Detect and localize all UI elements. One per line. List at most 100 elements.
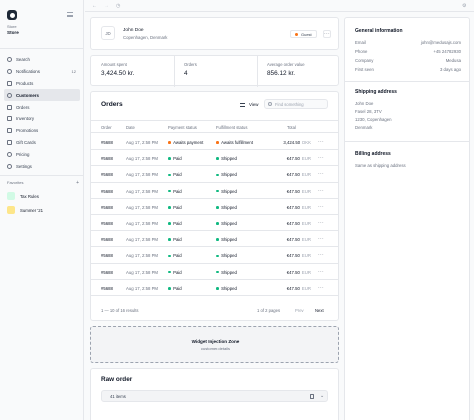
payment-status-label: Paid bbox=[173, 156, 182, 162]
row-actions-button[interactable]: ··· bbox=[318, 236, 324, 243]
row-actions-button[interactable]: ··· bbox=[318, 139, 324, 145]
order-id: #5688 bbox=[101, 156, 113, 162]
sidebar-divider bbox=[0, 48, 84, 49]
pagination: 1 — 10 of 16 results 1 of 2 pages Prev N… bbox=[91, 301, 338, 321]
sidebar-item-settings[interactable]: Settings bbox=[4, 160, 80, 172]
row-actions-button[interactable]: ··· bbox=[318, 203, 324, 210]
row-actions-button[interactable]: ··· bbox=[318, 284, 324, 291]
customer-actions-button[interactable]: ··· bbox=[323, 30, 331, 38]
payment-status-label: Paid bbox=[173, 188, 182, 194]
sidebar-item-orders[interactable]: Orders bbox=[4, 101, 80, 113]
sidebar-item-products[interactable]: Products bbox=[4, 78, 80, 90]
chevron-down-icon[interactable]: ⌄ bbox=[320, 393, 325, 399]
sidebar-item-inventory[interactable]: Inventory bbox=[4, 113, 80, 125]
prev-page-button[interactable]: Prev bbox=[295, 308, 304, 313]
row-actions-button[interactable]: ··· bbox=[318, 171, 324, 178]
widget-injection-zone: Widget Injection Zone customer.details bbox=[90, 326, 339, 363]
shipping-address-title: Shipping address bbox=[355, 89, 397, 95]
status-dot-icon bbox=[168, 270, 171, 274]
sidebar-item-gift-cards[interactable]: Gift Cards bbox=[4, 137, 80, 149]
sidebar-item-promotions[interactable]: Promotions bbox=[4, 125, 80, 137]
plus-icon[interactable]: + bbox=[76, 180, 79, 186]
favorite-item-label: Summer '21 bbox=[20, 207, 44, 213]
payment-status-label: Paid bbox=[173, 221, 182, 226]
history-icon[interactable]: ◷ bbox=[116, 3, 121, 9]
favorite-item[interactable]: Tax Rules bbox=[7, 192, 79, 200]
row-actions-button[interactable]: ··· bbox=[318, 268, 324, 275]
sidebar-toggle-icon[interactable] bbox=[67, 12, 73, 17]
order-total: €47.50 EUR bbox=[271, 270, 311, 275]
favorites-header[interactable]: Favorites + bbox=[7, 180, 79, 186]
status-dot-icon bbox=[168, 238, 171, 241]
table-row[interactable]: #5688 Aug 17, 2:58 PM Paid Shipped €47.50 EUR… bbox=[91, 166, 338, 183]
order-total-amount: €47.50 bbox=[286, 285, 300, 291]
info-row-company: Company Medusa bbox=[355, 58, 461, 63]
sidebar-item-notifications[interactable]: Notifications 12 bbox=[4, 66, 80, 78]
currency-icon bbox=[7, 151, 12, 157]
store-header[interactable]: Store Store bbox=[7, 10, 79, 35]
fulfillment-status-label: Shipped bbox=[221, 237, 237, 243]
status-dot-icon bbox=[168, 206, 171, 209]
fulfillment-status-label: Shipped bbox=[221, 204, 237, 210]
status-dot-icon bbox=[168, 157, 171, 160]
payment-status: Paid bbox=[168, 237, 182, 242]
order-total-amount: €47.50 bbox=[286, 253, 300, 259]
favorites-label: Favorites bbox=[7, 180, 24, 185]
info-value[interactable]: john@medusajs.com bbox=[420, 40, 461, 45]
table-row[interactable]: #5688 Aug 17, 2:58 PM Awaits payment Awaits… bbox=[91, 134, 338, 151]
sidebar-item-search[interactable]: Search bbox=[4, 54, 80, 66]
table-row[interactable]: #5688 Aug 17, 2:58 PM Paid Shipped €47.50 EUR… bbox=[91, 150, 338, 167]
status-badge-label: Guest bbox=[301, 31, 312, 37]
column-header-fulfillment-status[interactable]: Fulfillment status bbox=[216, 125, 248, 130]
status-badge: Guest bbox=[290, 30, 317, 38]
settings-icon[interactable]: ⚙ bbox=[462, 3, 467, 9]
favorite-item-label: Tax Rules bbox=[20, 193, 39, 199]
order-currency: EUR bbox=[301, 237, 311, 243]
sliders-icon bbox=[240, 102, 245, 107]
fulfillment-status: Shipped bbox=[216, 270, 237, 275]
table-row[interactable]: #5688 Aug 17, 2:58 PM Paid Shipped €47.50 EUR… bbox=[91, 183, 338, 199]
receipt-icon bbox=[7, 128, 12, 134]
view-button[interactable]: View bbox=[236, 100, 262, 109]
sidebar-item-label: Settings bbox=[16, 163, 32, 169]
favorite-item[interactable]: Summer '21 bbox=[7, 206, 79, 214]
status-dot-icon bbox=[216, 157, 219, 160]
sidebar-item-pricing[interactable]: Pricing bbox=[4, 148, 80, 160]
copy-icon[interactable] bbox=[310, 394, 314, 399]
stat-average-order-value: Average order value 856.12 kr. bbox=[267, 62, 305, 77]
table-row[interactable]: #5688 Aug 17, 2:58 PM Paid Shipped €47.50 EUR… bbox=[91, 247, 338, 264]
raw-order-json-toggle[interactable]: 41 items ⌄ bbox=[101, 390, 328, 402]
table-row[interactable]: #5688 Aug 17, 2:58 PM Paid Shipped €47.50 EUR… bbox=[91, 280, 338, 296]
row-actions-button[interactable]: ··· bbox=[318, 252, 324, 259]
row-actions-button[interactable]: ··· bbox=[318, 187, 324, 194]
sidebar-item-customers[interactable]: Customers bbox=[4, 89, 80, 102]
order-total-amount: €47.50 bbox=[286, 172, 300, 178]
stat-divider bbox=[174, 56, 175, 87]
row-actions-button[interactable]: ··· bbox=[318, 155, 324, 162]
table-row[interactable]: #5688 Aug 17, 2:58 PM Paid Shipped €47.50 EUR… bbox=[91, 199, 338, 215]
back-arrow-icon[interactable]: ← bbox=[92, 3, 97, 9]
next-page-button[interactable]: Next bbox=[315, 308, 324, 313]
column-header-total[interactable]: Total bbox=[287, 125, 296, 130]
row-actions-button[interactable]: ··· bbox=[318, 220, 324, 226]
column-header-date[interactable]: Date bbox=[126, 125, 135, 130]
sidebar-item-label: Search bbox=[16, 57, 30, 63]
column-header-payment-status[interactable]: Payment status bbox=[168, 125, 197, 130]
order-date: Aug 17, 2:58 PM bbox=[126, 188, 159, 194]
status-dot-icon bbox=[216, 254, 219, 258]
payment-status: Paid bbox=[168, 189, 182, 194]
sidebar-nav: Search Notifications 12 Products Customer… bbox=[4, 54, 80, 172]
search-input[interactable] bbox=[275, 101, 327, 107]
fulfillment-status: Shipped bbox=[216, 156, 237, 161]
status-dot-icon bbox=[216, 141, 219, 144]
column-header-order[interactable]: Order bbox=[101, 125, 112, 130]
order-id: #5688 bbox=[101, 221, 113, 226]
table-row[interactable]: #5688 Aug 17, 2:58 PM Paid Shipped €47.50 EUR… bbox=[91, 215, 338, 232]
forward-arrow-icon[interactable]: → bbox=[104, 3, 109, 9]
fulfillment-status-label: Shipped bbox=[221, 269, 237, 275]
table-row[interactable]: #5688 Aug 17, 2:58 PM Paid Shipped €47.50 EUR… bbox=[91, 264, 338, 280]
table-row[interactable]: #5688 Aug 17, 2:58 PM Paid Shipped €47.50 EUR… bbox=[91, 231, 338, 248]
orders-search[interactable] bbox=[264, 99, 328, 109]
order-total: €47.50 EUR bbox=[271, 205, 311, 210]
bell-icon bbox=[7, 69, 12, 75]
